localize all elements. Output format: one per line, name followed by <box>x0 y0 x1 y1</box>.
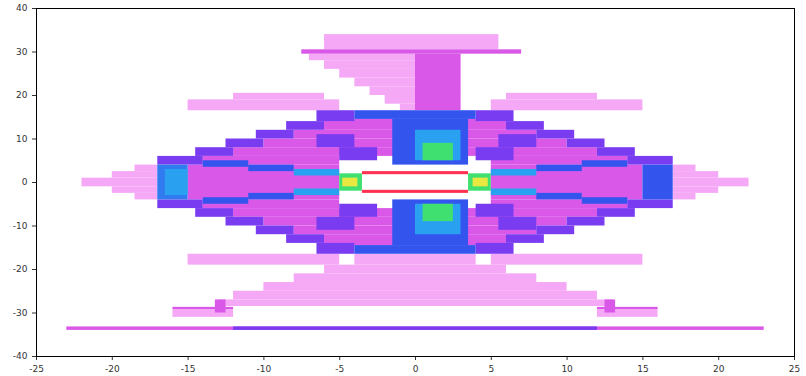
svg-text:25: 25 <box>789 364 800 374</box>
svg-text:-25: -25 <box>29 364 44 374</box>
svg-text:10: 10 <box>16 134 28 144</box>
svg-text:20: 20 <box>16 90 28 100</box>
svg-text:20: 20 <box>713 364 725 374</box>
svg-text:-20: -20 <box>13 264 28 274</box>
svg-text:-10: -10 <box>257 364 272 374</box>
svg-text:-20: -20 <box>105 364 120 374</box>
svg-text:15: 15 <box>637 364 648 374</box>
svg-text:-40: -40 <box>13 351 28 361</box>
svg-text:-15: -15 <box>181 364 196 374</box>
svg-text:-30: -30 <box>13 308 28 318</box>
svg-text:10: 10 <box>561 364 573 374</box>
svg-text:0: 0 <box>22 177 28 187</box>
svg-text:-5: -5 <box>335 364 344 374</box>
svg-text:-10: -10 <box>13 221 28 231</box>
svg-text:0: 0 <box>413 364 419 374</box>
svg-text:5: 5 <box>488 364 494 374</box>
svg-text:30: 30 <box>16 47 28 57</box>
svg-text:40: 40 <box>16 3 28 13</box>
